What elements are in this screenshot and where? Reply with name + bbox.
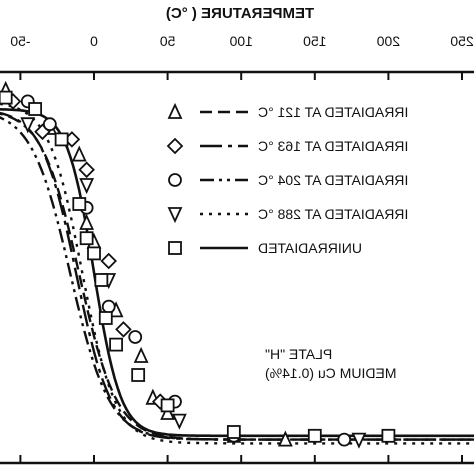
legend-label: IRRADIATED AT 121 °C (258, 104, 408, 120)
data-point-triangle-down (171, 413, 187, 430)
data-point-triangle-down (20, 117, 36, 134)
legend-marker (166, 137, 184, 155)
x-tick-label: 100 (229, 33, 253, 49)
legend-marker (167, 102, 183, 119)
data-point-square (226, 425, 241, 439)
x-axis-ticks: -50 0 50 100 150 200 250 (10, 33, 474, 463)
data-point-triangle-up (277, 430, 293, 447)
data-point-square (109, 337, 123, 352)
data-point-square (131, 368, 146, 382)
mirrored-chart-group: TEMPERATURE ( °C) -50 0 50 100 150 200 250 IRR… (0, 5, 474, 465)
data-point-square (72, 197, 87, 211)
legend-label: IRRADIATED AT 204 °C (258, 172, 408, 188)
data-point-diamond (78, 161, 95, 179)
x-tick-label: 0 (90, 33, 98, 49)
series-curve (0, 102, 474, 445)
data-point-triangle-up (133, 346, 149, 363)
plot-frame (0, 70, 474, 465)
legend-label: UNIRRADIATED (258, 240, 362, 256)
data-point-triangle-up (160, 403, 176, 420)
data-point-square (381, 428, 396, 443)
data-point-square (98, 311, 113, 325)
x-tick-label: -50 (10, 33, 30, 49)
data-point-triangle-up (79, 213, 95, 230)
data-point-triangle-up (71, 145, 87, 162)
data-point-square (307, 428, 322, 443)
series-markers (0, 80, 396, 449)
legend-marker (168, 173, 182, 187)
data-point-square (79, 231, 94, 246)
x-axis-label: TEMPERATURE ( °C) (166, 5, 314, 22)
data-point-circle (42, 117, 57, 132)
x-tick-label: 250 (450, 33, 474, 49)
data-point-square (0, 90, 13, 105)
data-point-diamond (115, 321, 132, 338)
data-point-square (28, 102, 43, 116)
note-line: PLATE "H" (265, 346, 332, 362)
data-point-square (54, 132, 69, 147)
series-curves (0, 102, 474, 445)
data-point-square (94, 273, 109, 287)
legend-label: IRRADIATED AT 288 °C (258, 206, 408, 222)
x-tick-label: 200 (377, 33, 401, 49)
note-line: MEDIUM Cu (0.14%) (265, 365, 396, 381)
x-tick-label: 50 (160, 33, 176, 49)
legend-marker (168, 241, 182, 255)
data-point-diamond (100, 252, 117, 270)
data-point-circle (128, 330, 143, 344)
data-point-square (160, 398, 175, 413)
legend-label: IRRADIATED AT 163 °C (258, 138, 408, 154)
series-curve (0, 111, 474, 441)
data-point-circle (337, 432, 352, 447)
legend: IRRADIATED AT 121 °C IRRADIATED AT 163 °C… (166, 102, 408, 256)
x-tick-label: 150 (303, 33, 327, 49)
data-point-triangle-down (79, 178, 95, 195)
series-curve (0, 108, 474, 438)
data-point-circle (101, 299, 116, 314)
legend-marker (167, 207, 183, 224)
data-point-square (87, 246, 101, 261)
data-point-triangle-down (351, 432, 367, 449)
plate-note: PLATE "H" MEDIUM Cu (0.14%) (265, 346, 396, 381)
